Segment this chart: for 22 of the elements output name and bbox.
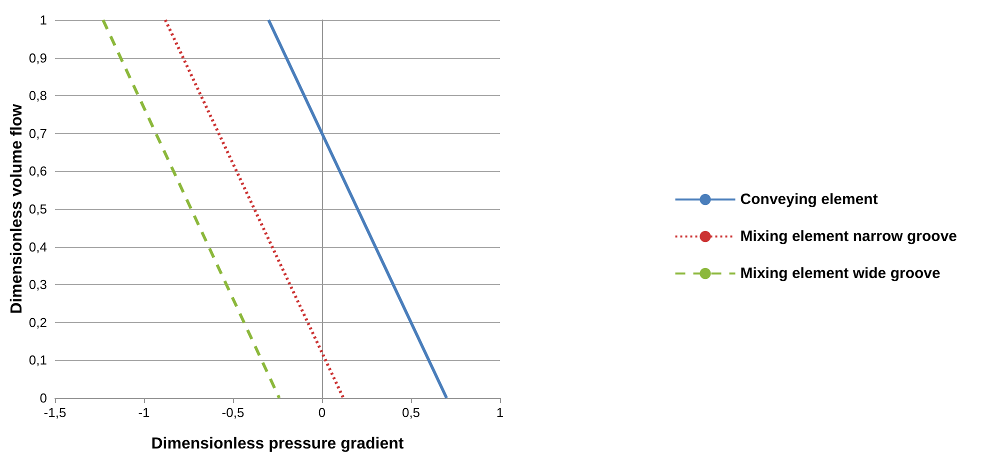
y-tick-label: 0,3 xyxy=(28,277,47,292)
y-tick-label: 0,6 xyxy=(28,164,47,179)
x-tick-label: -1,5 xyxy=(44,405,66,420)
y-tick-label: 0,2 xyxy=(28,314,47,330)
y-tick-label: 0,8 xyxy=(28,88,47,104)
x-tick-label: 1 xyxy=(496,405,504,420)
x-axis-title: Dimensionless pressure gradient xyxy=(151,436,404,452)
legend-label: Mixing element wide groove xyxy=(740,265,940,282)
x-tick-label: 0,5 xyxy=(402,405,420,420)
y-tick-label: 1 xyxy=(40,12,47,28)
x-tick-label: -1 xyxy=(138,405,150,420)
y-tick-label: 0,5 xyxy=(28,202,47,216)
y-tick-label: 0,1 xyxy=(28,352,47,368)
y-tick-label: 0 xyxy=(40,390,47,406)
legend-label: Conveying element xyxy=(740,191,878,208)
y-axis-title: Dimensionless volume flow xyxy=(8,104,26,314)
x-tick-label: 0 xyxy=(318,405,326,420)
y-tick-label: 0,4 xyxy=(28,239,47,254)
y-tick-label: 0,7 xyxy=(28,126,47,141)
x-tick-label: -0,5 xyxy=(222,405,244,420)
y-tick-label: 0,9 xyxy=(28,50,47,66)
legend-label: Mixing element narrow groove xyxy=(740,228,958,245)
